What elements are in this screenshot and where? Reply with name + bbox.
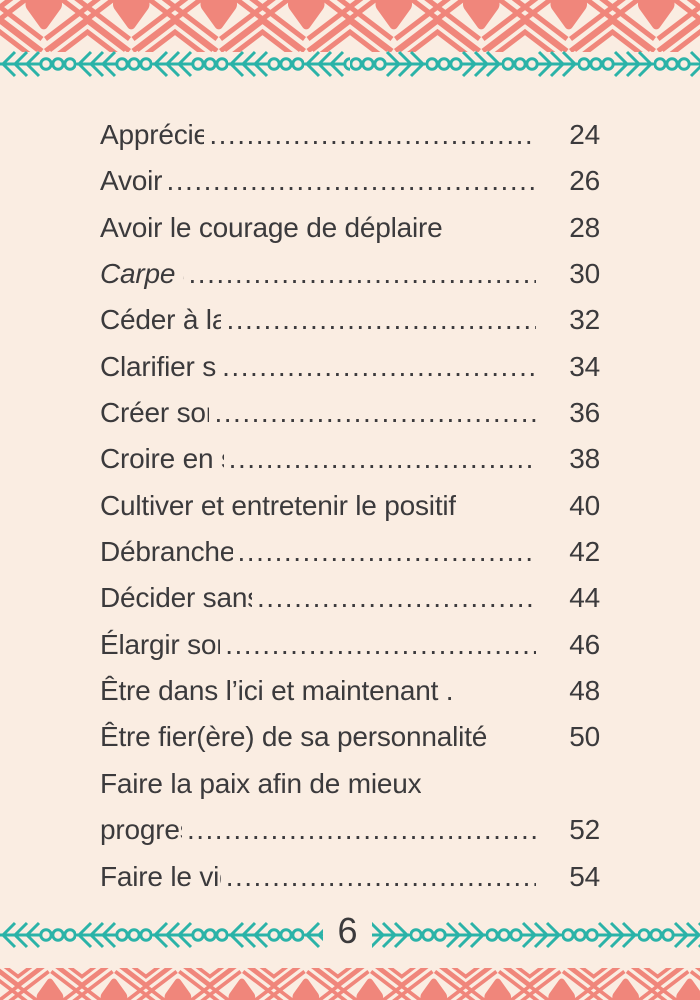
toc-entry: Croire en ses rêves 38 <box>100 436 600 482</box>
toc-entry: Carpe diem 30 <box>100 251 600 297</box>
toc-entry-page-number: 50 <box>569 721 600 753</box>
toc-entry: Décider sans aucun regret 44 <box>100 575 600 621</box>
toc-entry-page-number: 36 <box>569 397 600 429</box>
toc-entry: Débrancher le mental 42 <box>100 529 600 575</box>
toc-entry-page-number: 30 <box>569 258 600 290</box>
toc-entry-page-number: 52 <box>569 814 600 846</box>
dot-leader <box>238 529 536 575</box>
toc-entry-title: Carpe diem <box>100 258 184 290</box>
toc-entry-page-number: 34 <box>569 350 600 382</box>
dot-leader <box>226 854 536 900</box>
footer-ornament: 6 <box>0 910 700 951</box>
toc-entry-title: Apprécier la vie <box>100 119 205 150</box>
toc-entry-page-number: 38 <box>569 443 600 475</box>
toc-entry: Être fier(ère) de sa personnalité 50 <box>100 714 600 760</box>
aztec-border-top-icon <box>0 0 700 52</box>
toc-entry-page-number: 54 <box>569 860 600 892</box>
toc-entry-title: Créer son destin <box>100 397 209 429</box>
toc-entry-page-number: 28 <box>569 211 600 243</box>
arrow-divider-bottom-right-icon <box>372 920 700 950</box>
toc-entry: Élargir son horizon 46 <box>100 622 600 668</box>
toc-entry-page-number: 46 <box>569 628 600 660</box>
toc-entry-title: Céder à la paresse <box>100 304 222 336</box>
toc-entry: Avoir foi 26 <box>100 158 600 204</box>
toc-entry: Faire la paix afin de mieux <box>100 761 600 807</box>
dot-leader <box>257 575 536 621</box>
dot-leader <box>226 297 536 343</box>
toc-entry: progresser 52 <box>100 807 600 853</box>
toc-entry-title: Débrancher le mental <box>100 536 233 568</box>
toc-entry-title: Cultiver et entretenir le positif <box>100 489 457 521</box>
toc-entry-title: Être fier(ère) de sa personnalité <box>100 721 488 753</box>
dot-leader <box>209 112 536 158</box>
toc-entry-title: Décider sans aucun regret <box>100 582 252 614</box>
arrow-divider-top-icon <box>0 49 700 79</box>
toc-entry-page-number: 48 <box>569 675 600 707</box>
toc-entry: Céder à la paresse 32 <box>100 297 600 343</box>
toc-entry: Créer son destin 36 <box>100 390 600 436</box>
toc-entry-page-number: 26 <box>569 165 600 197</box>
dot-leader <box>229 436 536 482</box>
toc-entry-page-number: 40 <box>569 489 600 521</box>
toc-entry-page-number: 24 <box>569 119 600 150</box>
toc-entry: Faire le vide en soi 54 <box>100 854 600 900</box>
dot-leader <box>167 158 537 204</box>
toc-entry-title: Être dans l’ici et maintenant . <box>100 675 454 707</box>
dot-leader <box>222 344 536 390</box>
dot-leader <box>225 622 536 668</box>
toc-entry: Apprécier la vie 24 <box>100 112 600 158</box>
toc-entry-title: Clarifier son esprit <box>100 350 217 382</box>
toc-entry: Clarifier son esprit 34 <box>100 344 600 390</box>
toc-entry-title: Croire en ses rêves <box>100 443 224 475</box>
toc-entry-title: Élargir son horizon <box>100 628 220 660</box>
toc-entry: Cultiver et entretenir le positif 40 <box>100 483 600 529</box>
toc-entry-title: Avoir foi <box>100 165 162 197</box>
dot-leader <box>214 390 536 436</box>
toc-entry-title: progresser <box>100 814 182 846</box>
toc-entry: Être dans l’ici et maintenant . 48 <box>100 668 600 714</box>
toc-entry-page-number: 42 <box>569 536 600 568</box>
arrow-divider-bottom-left-icon <box>0 920 323 950</box>
table-of-contents: Apprécier la vie 24 Avoir foi 26 Avoir l… <box>100 112 600 900</box>
page-number: 6 <box>337 910 358 951</box>
toc-entry: Avoir le courage de déplaire 28 <box>100 205 600 251</box>
toc-entry-title: Faire la paix afin de mieux <box>100 767 422 799</box>
aztec-border-bottom-icon <box>0 968 700 1000</box>
dot-leader <box>189 251 536 297</box>
toc-entry-page-number: 44 <box>569 582 600 614</box>
toc-entry-title: Avoir le courage de déplaire <box>100 211 443 243</box>
toc-entry-title: Faire le vide en soi <box>100 860 221 892</box>
dot-leader <box>187 807 536 853</box>
toc-entry-page-number: 32 <box>569 304 600 336</box>
